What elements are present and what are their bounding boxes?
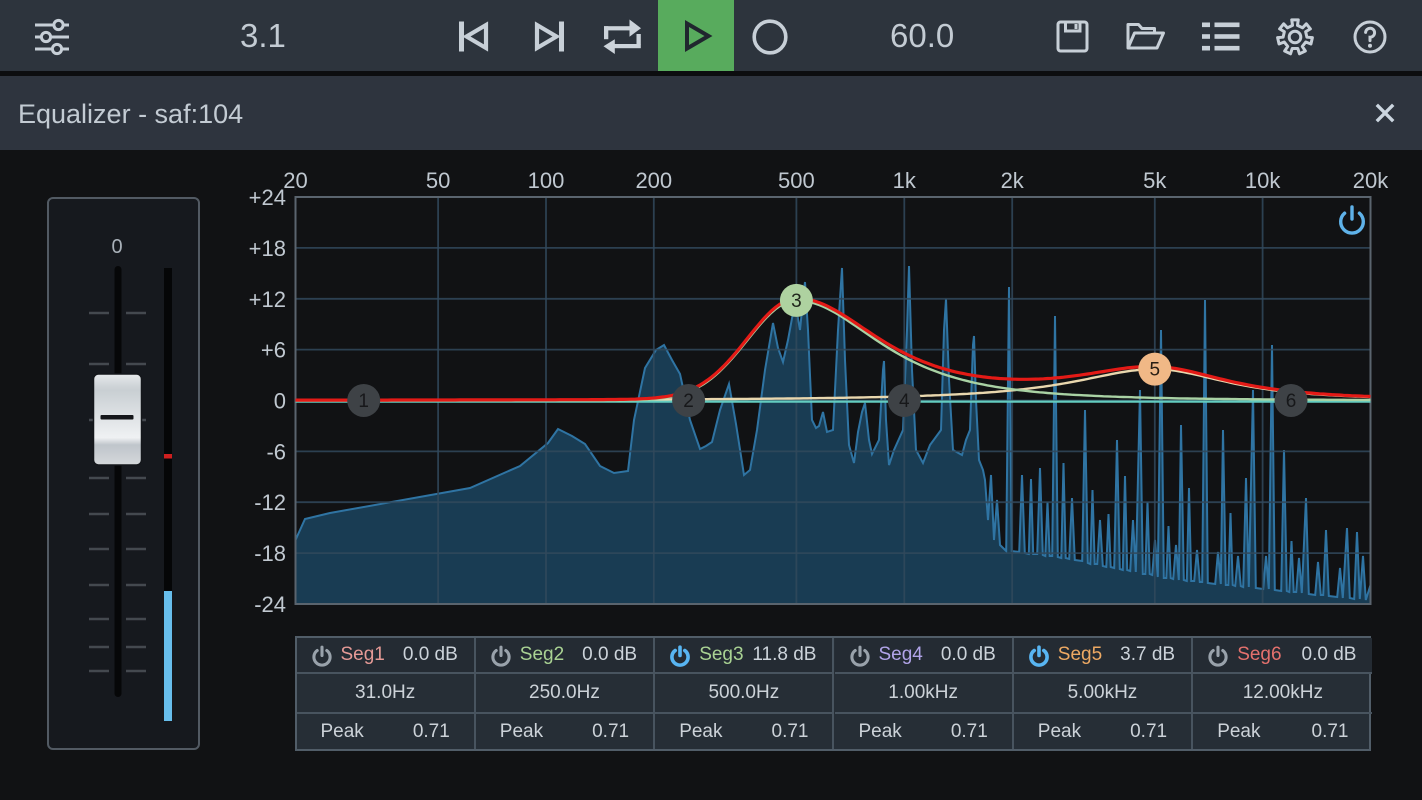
svg-text:1: 1 <box>358 391 369 412</box>
svg-text:0: 0 <box>111 236 122 258</box>
svg-text:+18: +18 <box>249 236 286 261</box>
svg-text:3: 3 <box>791 291 802 312</box>
svg-text:100: 100 <box>528 168 565 193</box>
svg-text:+12: +12 <box>249 287 286 312</box>
svg-text:6: 6 <box>1286 391 1297 412</box>
svg-text:200: 200 <box>635 168 672 193</box>
svg-text:-18: -18 <box>254 541 286 566</box>
svg-text:2: 2 <box>683 391 694 412</box>
svg-text:10k: 10k <box>1245 168 1281 193</box>
svg-text:50: 50 <box>426 168 450 193</box>
svg-text:-6: -6 <box>266 439 286 464</box>
svg-text:+24: +24 <box>249 185 286 210</box>
svg-text:1k: 1k <box>893 168 917 193</box>
svg-text:20: 20 <box>283 168 307 193</box>
svg-text:2k: 2k <box>1001 168 1025 193</box>
svg-text:5: 5 <box>1150 360 1161 381</box>
svg-text:20k: 20k <box>1353 168 1389 193</box>
svg-text:-24: -24 <box>254 592 286 617</box>
svg-text:500: 500 <box>778 168 815 193</box>
svg-text:0: 0 <box>274 389 286 414</box>
svg-text:5k: 5k <box>1143 168 1167 193</box>
svg-text:-12: -12 <box>254 490 286 515</box>
svg-text:4: 4 <box>899 391 910 412</box>
svg-text:+6: +6 <box>261 338 286 363</box>
